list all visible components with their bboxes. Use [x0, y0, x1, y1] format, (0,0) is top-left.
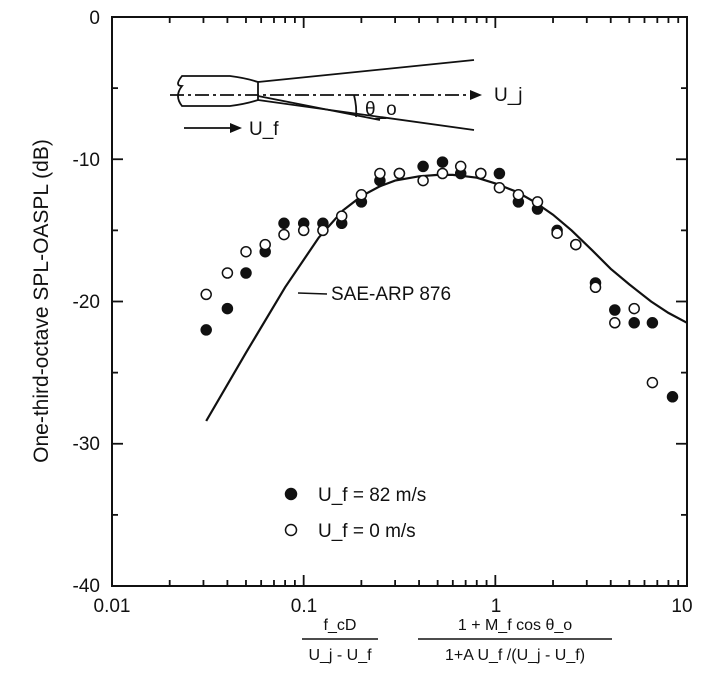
- x-label-frac1-den: U_j - U_f: [308, 647, 372, 664]
- y-tick-label: -10: [73, 150, 100, 171]
- data-point-0ms: [374, 167, 386, 180]
- jet-schematic: [170, 59, 475, 131]
- jet-boundary-lower: [257, 99, 475, 131]
- x-tick-label: 0.01: [94, 596, 131, 617]
- x-label-frac1-num: f_cD: [324, 617, 357, 634]
- data-point-82ms: [200, 324, 212, 336]
- data-point-0ms: [551, 227, 563, 239]
- data-point-0ms: [436, 167, 449, 180]
- x-label-frac2-num: 1 + M_f cos θ_o: [458, 617, 572, 634]
- y-axis-title: One-third-octave SPL-OASPL (dB): [30, 139, 53, 463]
- jet-boundary-upper: [257, 59, 475, 83]
- data-point-0ms: [278, 228, 290, 241]
- data-point-0ms: [512, 189, 525, 201]
- jet-arrow-head: [470, 90, 482, 100]
- data-point-82ms: [417, 160, 429, 173]
- legend: U_f = 82 m/s U_f = 0 m/s: [284, 485, 426, 542]
- jet-velocity-label: U_j: [494, 85, 523, 106]
- data-point-82ms: [436, 156, 449, 168]
- data-point-82ms: [609, 304, 621, 316]
- data-point-82ms: [628, 317, 640, 329]
- data-point-0ms: [335, 210, 348, 222]
- data-point-0ms: [475, 167, 487, 180]
- data-point-0ms: [628, 302, 640, 315]
- data-markers: [200, 156, 679, 403]
- data-point-0ms: [297, 224, 310, 237]
- legend-label-82: U_f = 82 m/s: [318, 485, 426, 506]
- x-tick-label: 0.1: [291, 596, 317, 617]
- data-point-0ms: [417, 174, 429, 187]
- data-point-0ms: [393, 167, 406, 180]
- flight-arrow-head: [230, 123, 242, 133]
- data-point-0ms: [493, 181, 506, 194]
- legend-label-0: U_f = 0 m/s: [318, 521, 416, 542]
- data-point-82ms: [221, 302, 234, 315]
- angle-label: θ_o: [365, 99, 397, 120]
- data-point-82ms: [240, 267, 252, 279]
- legend-marker-filled: [284, 487, 298, 501]
- y-tick-label: -20: [73, 292, 100, 313]
- data-point-0ms: [646, 376, 659, 389]
- data-point-82ms: [666, 391, 679, 403]
- y-tick-labels: 0 -10 -20 -30 -40: [73, 8, 100, 597]
- data-point-82ms: [493, 167, 506, 180]
- x-tick-label: 10: [671, 596, 692, 617]
- data-point-0ms: [200, 288, 212, 301]
- data-point-82ms: [278, 217, 290, 230]
- nozzle-outline: [177, 75, 259, 107]
- data-point-0ms: [454, 160, 467, 173]
- x-axis-label: f_cD U_j - U_f 1 + M_f cos θ_o 1+A U_f /…: [302, 617, 612, 664]
- y-tick-label: -30: [73, 434, 100, 455]
- data-point-0ms: [355, 189, 368, 201]
- data-point-0ms: [570, 238, 582, 251]
- axis-ticks: [112, 17, 687, 586]
- data-point-0ms: [589, 281, 602, 294]
- flight-velocity-label: U_f: [249, 119, 279, 140]
- data-point-0ms: [531, 196, 544, 208]
- data-point-0ms: [221, 267, 234, 279]
- legend-marker-open: [284, 523, 298, 537]
- curve-label-leader: [297, 292, 328, 295]
- x-label-frac2-den: 1+A U_f /(U_j - U_f): [445, 647, 585, 664]
- data-point-0ms: [609, 317, 621, 329]
- data-point-82ms: [646, 317, 659, 329]
- curve-label: SAE-ARP 876: [331, 284, 451, 305]
- data-point-0ms: [259, 238, 271, 251]
- y-tick-label: -40: [73, 576, 100, 597]
- angle-arc: [353, 94, 358, 118]
- data-point-0ms: [240, 245, 252, 258]
- x-tick-label: 1: [491, 596, 502, 617]
- x-tick-labels: 0.01 0.1 1 10: [94, 596, 693, 617]
- observer-ray: [257, 95, 381, 121]
- data-point-0ms: [317, 224, 329, 237]
- y-tick-label: 0: [89, 8, 100, 29]
